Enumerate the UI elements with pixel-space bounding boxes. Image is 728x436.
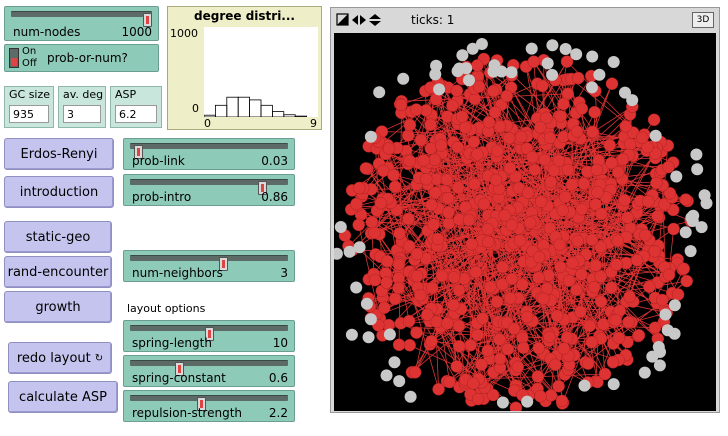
slider-value: 3 [280, 266, 288, 280]
ticks-counter: ticks: 1 [411, 13, 455, 27]
growth-button[interactable]: growth [4, 291, 112, 323]
histogram-bar [249, 99, 262, 117]
slider-repulsion-strength[interactable]: repulsion-strength 2.2 [123, 390, 295, 422]
plot-title: degree distri... [194, 9, 295, 23]
calculate-asp-button[interactable]: calculate ASP [8, 381, 118, 413]
world-view: ticks: 1 3D [330, 7, 720, 413]
slider-value: 10 [272, 336, 288, 350]
switch-label: prob-or-num? [47, 51, 128, 65]
slider-track[interactable] [130, 179, 288, 195]
redo-layout-label: redo layout [16, 350, 91, 366]
histogram-bar [214, 104, 228, 117]
slider-label: num-neighbors [132, 266, 223, 280]
monitor-value: 3 [63, 105, 101, 123]
monitor-label: ASP [115, 88, 137, 101]
monitor-asp: ASP 6.2 [110, 86, 162, 128]
slider-value: 0.6 [268, 371, 288, 385]
switch-prob-or-num[interactable]: On Off prob-or-num? [4, 44, 159, 72]
monitor-value: 935 [9, 105, 49, 123]
x-tick-max: 9 [310, 117, 317, 130]
static-geo-button[interactable]: static-geo [4, 221, 112, 253]
slider-thumb[interactable] [197, 397, 207, 411]
slider-num-nodes[interactable]: num-nodes 1000 [4, 6, 159, 41]
network-canvas [334, 33, 716, 411]
plot-degree-distribution: degree distri... 1000 0 0 9 [167, 6, 322, 130]
monitor-label: av. deg [63, 88, 104, 101]
slider-spring-length[interactable]: spring-length 10 [123, 320, 295, 352]
slider-track[interactable] [11, 11, 152, 27]
slider-thumb[interactable] [258, 181, 268, 195]
slider-num-neighbors[interactable]: num-neighbors 3 [123, 250, 295, 282]
slider-prob-link[interactable]: prob-link 0.03 [123, 138, 295, 170]
histogram-area [204, 27, 318, 117]
slider-track[interactable] [130, 325, 288, 341]
slider-label: repulsion-strength [132, 406, 243, 420]
slider-track[interactable] [130, 360, 288, 376]
view-controls-icon[interactable] [336, 13, 384, 27]
switch-on-label: On [22, 46, 37, 57]
introduction-button[interactable]: introduction [4, 176, 114, 208]
slider-label: spring-length [132, 336, 212, 350]
erdos-renyi-button[interactable]: Erdos-Renyi [4, 138, 114, 170]
switch-knob [11, 58, 17, 66]
slider-value: 1000 [121, 25, 152, 39]
monitor-value: 6.2 [115, 105, 157, 123]
slider-thumb[interactable] [174, 362, 184, 376]
switch-off-label: Off [22, 58, 37, 69]
slider-thumb[interactable] [134, 145, 144, 159]
slider-label: prob-link [132, 154, 185, 168]
slider-value: 0.86 [261, 190, 288, 204]
histogram-bar [283, 114, 296, 117]
forever-icon: ↻ [94, 352, 104, 364]
layout-options-label: layout options [127, 302, 206, 315]
slider-spring-constant[interactable]: spring-constant 0.6 [123, 355, 295, 387]
histogram-bar [226, 96, 239, 117]
slider-value: 2.2 [268, 406, 288, 420]
y-tick-max: 1000 [170, 27, 198, 40]
histogram-bar [237, 96, 251, 117]
slider-track[interactable] [130, 395, 288, 411]
world-toolbar: ticks: 1 3D [331, 8, 719, 32]
monitor-gc-size: GC size 935 [4, 86, 54, 128]
slider-track[interactable] [130, 143, 288, 159]
x-tick-min: 0 [204, 117, 211, 130]
slider-prob-intro[interactable]: prob-intro 0.86 [123, 174, 295, 206]
slider-thumb[interactable] [219, 257, 229, 271]
3d-view-button[interactable]: 3D [692, 12, 714, 28]
switch-toggle[interactable] [9, 48, 19, 68]
slider-label: num-nodes [13, 25, 81, 39]
redo-layout-button[interactable]: redo layout ↻ [8, 342, 112, 374]
histogram-bar [294, 115, 307, 117]
slider-label: spring-constant [132, 371, 226, 385]
rand-encounter-button[interactable]: rand-encounter [4, 256, 112, 288]
monitor-av-deg: av. deg 3 [58, 86, 106, 128]
slider-thumb[interactable] [143, 13, 152, 27]
histogram-bar [272, 111, 285, 117]
slider-label: prob-intro [132, 190, 192, 204]
slider-thumb[interactable] [204, 327, 214, 341]
slider-value: 0.03 [261, 154, 288, 168]
monitor-label: GC size [9, 88, 51, 101]
slider-track[interactable] [130, 255, 288, 271]
histogram-bar [204, 114, 216, 117]
histogram-bar [260, 104, 273, 117]
y-tick-min: 0 [192, 102, 199, 115]
network-nodes [334, 38, 713, 411]
